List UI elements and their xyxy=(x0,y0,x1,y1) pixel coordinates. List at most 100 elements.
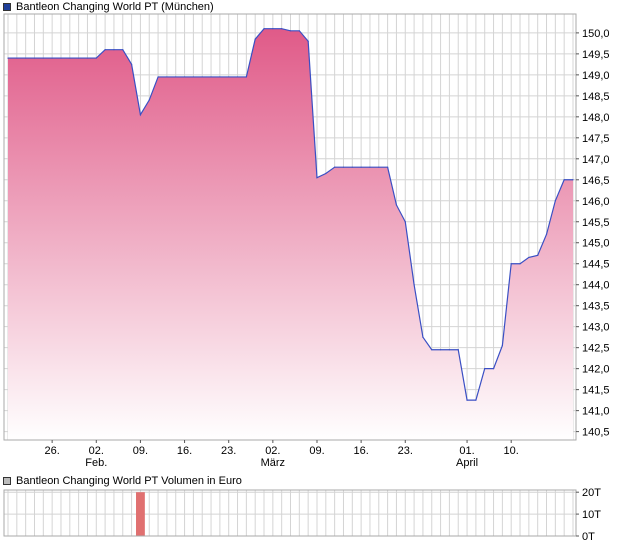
y-tick-label: 142,0 xyxy=(582,364,610,376)
price-data-points xyxy=(7,28,574,401)
price-data-point xyxy=(33,57,36,59)
price-data-point xyxy=(537,254,539,256)
volume-bar xyxy=(136,492,145,536)
price-data-point xyxy=(563,179,565,181)
price-plot-frame xyxy=(3,13,577,441)
price-data-point xyxy=(69,57,71,59)
price-data-point xyxy=(201,76,203,78)
price-data-point xyxy=(25,57,27,59)
y-tick-label: 147,5 xyxy=(582,133,610,145)
price-data-point xyxy=(422,336,424,338)
price-data-point xyxy=(183,76,186,78)
y-tick-label: 143,0 xyxy=(582,322,610,334)
price-data-point xyxy=(219,76,221,78)
price-data-point xyxy=(342,166,345,168)
price-data-point xyxy=(228,76,230,78)
volume-legend-swatch xyxy=(3,477,11,485)
price-data-point xyxy=(466,399,468,401)
x-tick-label: 23. xyxy=(398,445,413,457)
x-tick-label: 01. xyxy=(459,445,474,457)
price-data-point xyxy=(387,166,389,168)
price-area xyxy=(8,28,573,440)
price-data-point xyxy=(86,57,89,59)
price-data-point xyxy=(157,76,159,78)
x-tick-label: 02. xyxy=(265,445,280,457)
y-tick-label: 10T xyxy=(582,509,601,521)
y-tick-label: 142,5 xyxy=(582,343,610,355)
volume-plot-frame xyxy=(3,489,577,537)
y-tick-label: 147,0 xyxy=(582,154,610,166)
y-tick-label: 146,5 xyxy=(582,175,610,187)
y-tick-label: 148,5 xyxy=(582,91,610,103)
price-data-point xyxy=(236,76,239,78)
x-tick-month-label: April xyxy=(456,457,478,469)
price-data-point xyxy=(360,166,362,168)
price-data-point xyxy=(122,49,124,51)
price-data-point xyxy=(413,284,415,286)
price-data-point xyxy=(448,349,451,351)
y-tick-label: 144,5 xyxy=(582,259,610,271)
y-tick-label: 20T xyxy=(582,487,601,499)
y-tick-label: 149,0 xyxy=(582,70,610,82)
price-data-point xyxy=(457,349,459,351)
price-legend-swatch xyxy=(3,3,11,11)
price-data-point xyxy=(175,76,177,78)
price-chart: 140,5 141,0 141,5 142,0 142,5 143,0 143,5 144,0… xyxy=(3,13,610,469)
x-tick-label: 09. xyxy=(133,445,148,457)
volume-chart-legend: Bantleon Changing World PT Volumen in Eu… xyxy=(3,474,242,488)
y-tick-label: 148,0 xyxy=(582,112,610,124)
y-tick-label: 150,0 xyxy=(582,28,610,40)
volume-legend-label: Bantleon Changing World PT Volumen in Eu… xyxy=(16,475,242,487)
volume-plot-area xyxy=(4,490,576,536)
price-data-point xyxy=(475,399,477,401)
price-data-point xyxy=(272,28,274,30)
price-data-point xyxy=(130,63,133,65)
price-data-point xyxy=(316,177,318,179)
price-data-point xyxy=(378,166,380,168)
price-data-point xyxy=(439,349,442,351)
y-tick-label: 149,5 xyxy=(582,49,610,61)
y-tick-label: 146,0 xyxy=(582,196,610,208)
price-data-point xyxy=(113,49,115,51)
price-data-point xyxy=(139,114,142,116)
y-tick-label: 0T xyxy=(582,531,595,543)
price-data-point xyxy=(42,57,44,59)
price-data-point xyxy=(510,263,512,265)
price-data-point xyxy=(16,57,18,59)
x-tick-label: 02. xyxy=(89,445,104,457)
price-data-point xyxy=(7,57,9,59)
price-data-point xyxy=(351,166,353,168)
price-data-point xyxy=(192,76,194,78)
price-data-point xyxy=(166,76,168,78)
price-data-point xyxy=(395,204,398,206)
x-tick-label: 26. xyxy=(44,445,59,457)
price-data-point xyxy=(254,38,256,40)
price-data-point xyxy=(572,179,574,181)
y-tick-label: 141,0 xyxy=(582,406,610,418)
price-data-point xyxy=(404,221,406,223)
price-data-point xyxy=(492,368,495,370)
y-tick-label: 145,5 xyxy=(582,217,610,229)
price-data-point xyxy=(484,368,486,370)
y-tick-label: 145,0 xyxy=(582,238,610,250)
price-data-point xyxy=(51,57,53,59)
x-tick-label: 23. xyxy=(221,445,236,457)
price-data-point xyxy=(263,28,265,30)
x-tick-month-label: Feb. xyxy=(85,457,107,469)
x-tick-label: 16. xyxy=(177,445,192,457)
volume-horizontal-gridlines xyxy=(4,491,576,537)
price-chart-legend: Bantleon Changing World PT (München) xyxy=(3,0,214,14)
price-data-point xyxy=(104,49,106,51)
price-data-point xyxy=(95,57,97,59)
x-tick-label: 16. xyxy=(353,445,368,457)
price-data-point xyxy=(431,349,433,351)
volume-vertical-gridlines xyxy=(7,490,574,536)
y-tick-label: 140,5 xyxy=(582,427,610,439)
price-data-point xyxy=(369,166,371,168)
price-data-point xyxy=(545,233,548,235)
price-data-point xyxy=(501,344,503,347)
price-data-point xyxy=(554,200,556,202)
price-data-point xyxy=(334,166,336,168)
x-tick-label: 09. xyxy=(309,445,324,457)
x-tick-month-label: März xyxy=(261,457,285,469)
